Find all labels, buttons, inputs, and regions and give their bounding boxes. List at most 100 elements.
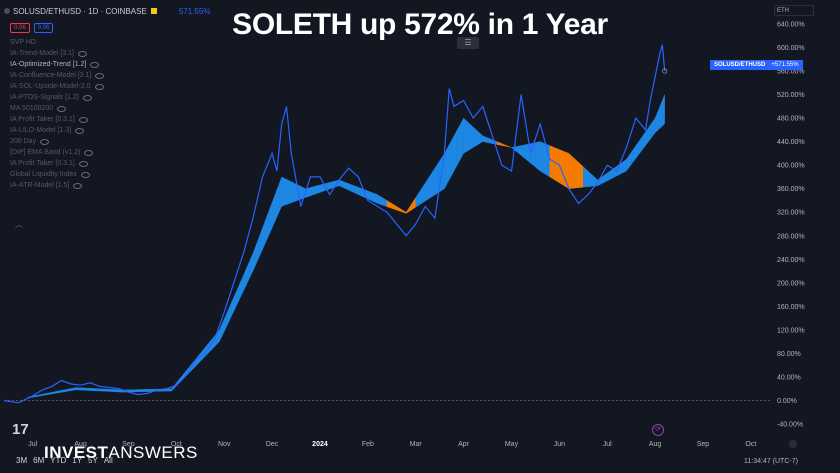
hide-eye-icon[interactable] bbox=[77, 50, 87, 57]
trend-band-segment bbox=[496, 141, 500, 146]
price-line bbox=[3, 44, 666, 404]
indicator-item[interactable]: IA Profit Taker [0.3.1] bbox=[10, 114, 104, 125]
trend-band-segment bbox=[552, 146, 555, 181]
trend-band-segment bbox=[575, 159, 579, 189]
trend-band-segment bbox=[554, 147, 558, 182]
symbol-label[interactable]: SOLUSD/ETHUSD · 1D · COINBASE bbox=[13, 6, 147, 16]
trend-band-segment bbox=[137, 389, 141, 393]
hide-eye-icon[interactable] bbox=[78, 160, 88, 167]
trend-band-segment bbox=[638, 138, 641, 156]
y-tick-label: 240.00% bbox=[777, 257, 805, 264]
trend-band-segment bbox=[635, 141, 639, 159]
trend-band-segment bbox=[300, 186, 304, 200]
hide-eye-icon[interactable] bbox=[82, 94, 92, 101]
trend-band-segment bbox=[142, 389, 146, 392]
trend-band-segment bbox=[259, 227, 263, 255]
trend-band-segment bbox=[39, 393, 43, 397]
indicator-label: SVP HD bbox=[10, 39, 36, 46]
trend-band-segment bbox=[422, 182, 426, 203]
buy-pill[interactable]: 0.06 bbox=[33, 23, 54, 33]
indicator-item[interactable]: IA-Optimized-Trend [1.2] bbox=[10, 59, 104, 70]
trend-band-segment bbox=[508, 146, 512, 148]
trend-band-segment bbox=[231, 297, 234, 317]
trend-band-segment bbox=[135, 389, 139, 393]
trend-band-segment bbox=[504, 144, 507, 147]
indicator-item[interactable]: [DIP] EMA Band (v1.2) bbox=[10, 147, 104, 158]
hide-eye-icon[interactable] bbox=[73, 182, 83, 189]
indicator-item[interactable]: IA-Confluence-Model [3.1] bbox=[10, 70, 105, 81]
x-tick-label: May bbox=[505, 441, 519, 448]
trend-band-segment bbox=[432, 167, 436, 197]
indicator-label: IA-Optimized-Trend [1.2] bbox=[10, 61, 87, 68]
range-button-3m[interactable]: 3M bbox=[16, 456, 28, 465]
trend-band-segment bbox=[248, 258, 251, 282]
trend-band-segment bbox=[279, 176, 282, 212]
indicator-item[interactable]: IA-SOL-Upside-Model-2.0 bbox=[10, 81, 104, 92]
indicator-item[interactable]: MA 50100200 bbox=[10, 103, 104, 114]
trend-band-segment bbox=[274, 189, 278, 223]
range-button-6m[interactable]: 6M bbox=[33, 456, 45, 465]
menu-icon[interactable]: ☰ bbox=[457, 37, 479, 49]
y-tick-label: 280.00% bbox=[777, 233, 805, 240]
trend-band-segment bbox=[453, 131, 457, 172]
trend-band-segment bbox=[473, 126, 476, 148]
trend-band-segment bbox=[520, 144, 524, 158]
trend-band-segment bbox=[338, 179, 342, 188]
price-scale-currency[interactable]: ETH bbox=[774, 5, 814, 16]
symbol-icon bbox=[4, 8, 10, 14]
trend-band-segment bbox=[97, 388, 100, 392]
trend-band-segment bbox=[111, 389, 115, 392]
x-tick-label: Aug bbox=[74, 441, 87, 448]
hide-eye-icon[interactable] bbox=[78, 116, 88, 123]
trend-band-segment bbox=[367, 190, 371, 201]
range-button-all[interactable]: All bbox=[103, 456, 113, 465]
trend-band-segment bbox=[92, 388, 96, 391]
trend-band-segment bbox=[489, 138, 493, 144]
hide-eye-icon[interactable] bbox=[95, 72, 105, 79]
hide-eye-icon[interactable] bbox=[40, 138, 50, 145]
trend-band-segment bbox=[49, 392, 53, 395]
indicator-item[interactable]: IA-LILO-Model [1.3] bbox=[10, 125, 104, 136]
trend-band-segment bbox=[535, 141, 538, 170]
last-price-value: +571.55% bbox=[771, 62, 799, 68]
trend-band-segment bbox=[480, 133, 483, 144]
indicator-label: IA-LILO-Model [1.3] bbox=[10, 127, 72, 134]
y-tick-label: 480.00% bbox=[777, 116, 805, 123]
indicator-item[interactable]: SVP HD bbox=[10, 37, 104, 48]
hide-eye-icon[interactable] bbox=[84, 149, 94, 156]
trend-band-segment bbox=[82, 387, 86, 391]
sell-pill[interactable]: 0.06 bbox=[10, 23, 30, 33]
trend-band-segment bbox=[264, 215, 268, 245]
y-tick-label: 520.00% bbox=[777, 92, 805, 99]
goto-realtime-icon[interactable]: ⟳ bbox=[652, 424, 664, 436]
chart-title: SOLETH up 572% in 1 Year bbox=[232, 8, 608, 41]
y-tick-label: 320.00% bbox=[777, 210, 805, 217]
indicator-item[interactable]: IA Profit Taker [0.3.1] bbox=[10, 158, 104, 169]
indicator-label: IA-SOL-Upside-Model-2.0 bbox=[10, 83, 91, 90]
hide-eye-icon[interactable] bbox=[57, 105, 67, 112]
y-tick-label: 160.00% bbox=[777, 304, 805, 311]
hide-eye-icon[interactable] bbox=[90, 61, 100, 68]
hide-eye-icon[interactable] bbox=[80, 171, 90, 178]
trend-band-segment bbox=[590, 172, 594, 187]
indicator-item[interactable]: 200 Day bbox=[10, 136, 104, 147]
trend-band-segment bbox=[233, 291, 237, 312]
indicator-item[interactable]: IA-PTOS-Signals [1.2] bbox=[10, 92, 104, 103]
indicator-item[interactable]: IA-Trend-Model [3.1] bbox=[10, 48, 104, 59]
settings-icon[interactable] bbox=[789, 440, 797, 448]
trend-band-segment bbox=[267, 208, 270, 239]
indicator-item[interactable]: Global Liquidity Index bbox=[10, 169, 104, 180]
trend-band-segment bbox=[276, 183, 280, 218]
trend-band-segment bbox=[286, 179, 290, 205]
range-button-1y[interactable]: 1Y bbox=[72, 456, 83, 465]
indicator-item[interactable]: IA-ATR-Model [1.5] bbox=[10, 180, 104, 191]
range-button-5y[interactable]: 5Y bbox=[88, 456, 98, 465]
hide-eye-icon[interactable] bbox=[75, 127, 85, 134]
collapse-indicators-icon[interactable]: ︿ bbox=[15, 220, 23, 229]
hide-eye-icon[interactable] bbox=[94, 83, 104, 90]
range-button-ytd[interactable]: YTD bbox=[50, 456, 67, 465]
trend-band-segment bbox=[410, 200, 414, 211]
y-tick-label: 360.00% bbox=[777, 186, 805, 193]
trend-band-segment bbox=[109, 389, 112, 392]
